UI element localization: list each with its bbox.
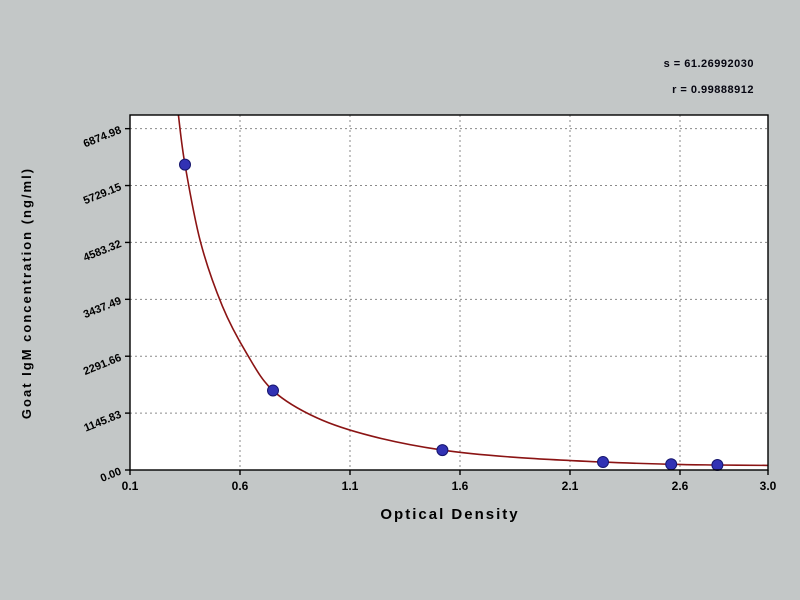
fitted-curve	[177, 115, 768, 467]
y-tick-label: 5729.15	[82, 181, 123, 207]
data-point	[179, 158, 191, 171]
plot-border	[129, 114, 769, 471]
x-tick-label: 1.1	[342, 479, 359, 493]
y-tick-label: 3437.49	[82, 295, 123, 321]
y-tick-label: 2291.66	[82, 352, 123, 378]
x-axis-title: Optical Density	[380, 506, 520, 523]
fit-parameter-r: r = 0.99888912	[672, 84, 754, 96]
plot-area	[130, 115, 768, 470]
data-point	[597, 456, 609, 469]
data-point	[665, 458, 678, 471]
y-tick-label: 6874.98	[82, 124, 123, 150]
data-point	[267, 384, 279, 397]
y-tick-label: 0.00	[99, 466, 123, 485]
data-point	[436, 444, 449, 457]
data-point	[711, 459, 724, 472]
y-tick-label: 4583.32	[82, 238, 123, 264]
x-tick-label: 0.6	[232, 479, 249, 493]
x-tick-label: 3.0	[760, 479, 777, 493]
x-tick-label: 2.6	[672, 479, 689, 493]
x-tick-label: 0.1	[122, 479, 139, 493]
x-tick-label: 2.1	[562, 479, 579, 493]
fit-parameter-s: s = 61.26992030	[663, 58, 754, 70]
y-tick-label: 1145.83	[82, 409, 123, 435]
x-tick-label: 1.6	[452, 479, 469, 493]
